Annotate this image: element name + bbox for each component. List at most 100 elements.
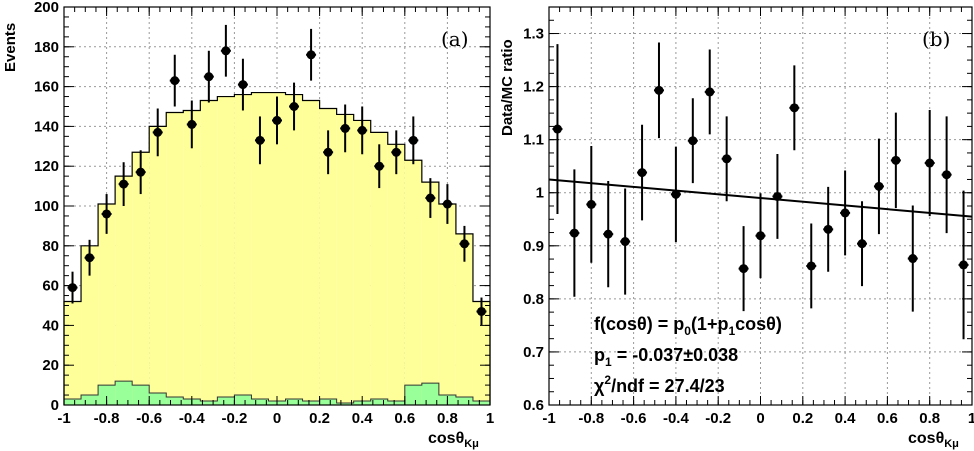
background-bar (115, 381, 133, 405)
x-axis-title-a: cosθKμ (428, 430, 479, 450)
x-tick-label: 0.4 (835, 410, 857, 427)
data-point (425, 193, 435, 203)
data-point (85, 253, 95, 263)
background-bar (387, 401, 405, 405)
background-bar (302, 401, 320, 405)
data-point (306, 50, 316, 60)
y-tick-label: 180 (34, 39, 59, 56)
data-point (408, 135, 418, 145)
data-point (323, 147, 333, 157)
data-point (891, 155, 901, 165)
mc-bar (98, 204, 116, 405)
background-bar (285, 399, 303, 405)
mc-bar (404, 160, 422, 405)
data-point (102, 209, 112, 219)
background-bar (404, 385, 422, 405)
background-bar (455, 397, 473, 405)
data-point (857, 239, 867, 249)
background-bar (64, 399, 82, 405)
data-point (705, 87, 715, 97)
fit-p1-value: p1 = -0.037±0.038 (594, 345, 738, 369)
x-tick-label: -1 (542, 410, 555, 427)
mc-bar (438, 204, 456, 405)
background-bar (472, 401, 490, 405)
mc-bar (132, 152, 150, 405)
data-point (789, 103, 799, 113)
mc-bar (81, 245, 99, 405)
background-bar (234, 395, 252, 405)
data-point (806, 261, 816, 271)
background-bar (251, 399, 269, 405)
y-tick-label: 120 (34, 158, 59, 175)
mc-bar (302, 100, 320, 405)
x-axis-title-b: cosθKμ (908, 430, 959, 450)
x-tick-label: -0.4 (179, 410, 206, 427)
data-point (238, 80, 248, 90)
background-bar (200, 401, 218, 405)
x-tick-label: 0.4 (352, 410, 374, 427)
mc-bar (200, 100, 218, 405)
data-point (688, 136, 698, 146)
data-point (374, 161, 384, 171)
mc-bar (234, 94, 252, 405)
background-bar (98, 385, 116, 405)
data-point (442, 199, 452, 209)
data-point (340, 123, 350, 133)
background-bar (370, 399, 388, 405)
y-tick-label: 140 (34, 118, 59, 135)
background-bar (421, 383, 439, 405)
x-tick-label: -0.6 (621, 410, 647, 427)
mc-bar (455, 233, 473, 405)
x-tick-label: 0.2 (792, 410, 813, 427)
background-bar (132, 385, 150, 405)
background-bar (149, 393, 167, 405)
background-bar (319, 399, 337, 405)
panel-label-b: (b) (922, 27, 950, 51)
mc-outline (63, 91, 491, 405)
mc-bar (421, 182, 439, 405)
data-point (942, 170, 952, 180)
data-point (756, 231, 765, 241)
data-point (874, 181, 884, 191)
y-tick-label: 40 (42, 317, 59, 334)
data-point (119, 179, 129, 189)
x-tick-label: -0.8 (578, 410, 604, 427)
data-point (153, 127, 163, 137)
data-point (459, 239, 469, 249)
x-tick-label: 0.2 (309, 410, 330, 427)
mc-bar (166, 112, 184, 405)
data-point (221, 46, 231, 56)
data-point (722, 154, 732, 164)
mc-bar (353, 120, 371, 406)
background-bar (217, 397, 235, 405)
data-point (925, 158, 935, 168)
data-point (357, 125, 367, 135)
y-tick-label: 0 (51, 397, 59, 414)
data-point (671, 189, 681, 199)
fit-chi2: χ2/ndf = 27.4/23 (594, 373, 725, 396)
x-tick-label: 1 (968, 410, 974, 427)
data-point (289, 102, 299, 111)
data-points-a (67, 24, 487, 326)
x-tick-label: 1 (486, 410, 494, 427)
mc-bar (217, 96, 235, 406)
x-tick-label: -1 (57, 410, 70, 427)
data-point (136, 167, 146, 177)
y-tick-label: 0.8 (523, 291, 544, 308)
fit-formula: f(cosθ) = p0(1+p1cosθ) (594, 314, 782, 338)
x-tick-label: 0.6 (394, 410, 415, 427)
mc-bar (183, 110, 201, 405)
mc-bar (472, 301, 490, 405)
data-point (840, 208, 850, 218)
data-point (739, 264, 749, 274)
y-tick-label: 1.1 (523, 132, 544, 149)
mc-bar (64, 301, 82, 405)
mc-bar (268, 92, 286, 405)
data-point (170, 76, 180, 86)
data-point (772, 191, 782, 201)
mc-bar (370, 132, 388, 405)
data-points-b (552, 42, 969, 340)
data-point (586, 199, 596, 209)
mc-bar (251, 92, 269, 405)
